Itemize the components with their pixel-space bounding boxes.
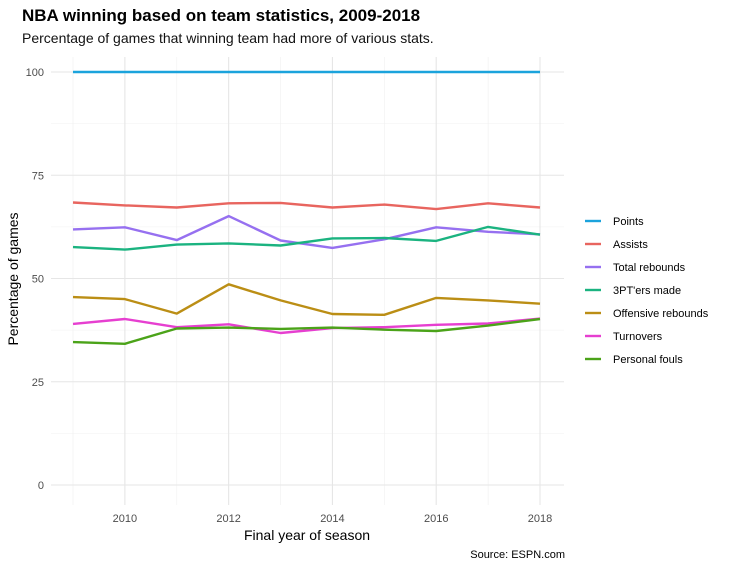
legend-label: Offensive rebounds xyxy=(613,308,709,320)
x-tick-label: 2010 xyxy=(113,513,137,525)
y-tick-label: 75 xyxy=(32,170,44,182)
y-tick-label: 25 xyxy=(32,377,44,389)
series-line-turnovers xyxy=(72,317,541,335)
y-tick-label: 100 xyxy=(26,67,44,79)
y-tick-label: 50 xyxy=(32,274,44,286)
legend-label: Assists xyxy=(613,239,648,251)
series-line-assists xyxy=(72,201,541,211)
series-lines xyxy=(72,70,541,345)
x-tick-label: 2012 xyxy=(216,513,240,525)
series-line-personal-fouls xyxy=(72,317,541,345)
legend-label: 3PT'ers made xyxy=(613,285,681,297)
series-line-total-rebounds xyxy=(72,214,541,250)
y-axis-title: Percentage of games xyxy=(5,212,21,345)
tick-labels: 0 25 50 75 100 2010 2012 2014 2016 2018 xyxy=(26,67,553,525)
chart-title: NBA winning based on team statistics, 20… xyxy=(22,6,420,25)
caption: Source: ESPN.com xyxy=(470,549,565,561)
legend-label: Points xyxy=(613,216,644,228)
x-tick-label: 2016 xyxy=(424,513,448,525)
series-line-3pt-ers-made xyxy=(72,225,541,251)
legend: Points Assists Total rebounds 3PT'ers made O… xyxy=(585,216,709,366)
y-tick-label: 0 xyxy=(38,480,44,492)
x-tick-label: 2018 xyxy=(528,513,552,525)
series-line-offensive-rebounds xyxy=(72,283,541,316)
legend-label: Personal fouls xyxy=(613,354,683,366)
chart-subtitle: Percentage of games that winning team ha… xyxy=(22,30,434,46)
grid xyxy=(51,57,564,505)
legend-label: Total rebounds xyxy=(613,262,686,274)
x-tick-label: 2014 xyxy=(320,513,344,525)
legend-label: Turnovers xyxy=(613,331,663,343)
x-axis-title: Final year of season xyxy=(244,527,370,543)
